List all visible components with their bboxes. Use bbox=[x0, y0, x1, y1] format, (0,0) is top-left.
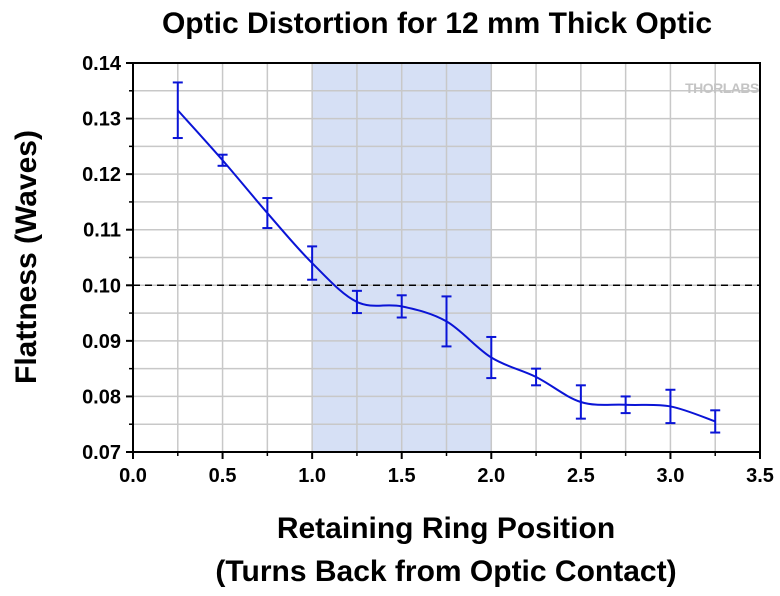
y-tick-label: 0.11 bbox=[83, 220, 121, 242]
y-tick-label: 0.12 bbox=[82, 164, 121, 186]
thorlabs-watermark: THORLABS bbox=[685, 80, 759, 96]
y-tick-label: 0.08 bbox=[82, 386, 121, 408]
x-axis-label-line-2: (Turns Back from Optic Contact) bbox=[215, 555, 676, 588]
chart-title: Optic Distortion for 12 mm Thick Optic bbox=[162, 7, 712, 40]
y-tick-label: 0.14 bbox=[82, 53, 122, 75]
x-tick-label: 2.5 bbox=[567, 465, 595, 487]
tick-layer: 0.0 0.5 1.0 1.5 2.0 2.5 3.0 3.5 0.07 0.08 0.09 0.10… bbox=[82, 53, 774, 487]
y-tick-label: 0.07 bbox=[82, 442, 121, 464]
x-tick-label: 1.0 bbox=[298, 465, 326, 487]
y-tick-label: 0.13 bbox=[82, 109, 121, 131]
x-tick-label: 0.5 bbox=[209, 465, 237, 487]
x-tick-label: 3.0 bbox=[657, 465, 685, 487]
y-axis-label: Flattness (Waves) bbox=[10, 130, 43, 384]
x-axis-label-line-1: Retaining Ring Position bbox=[277, 512, 615, 545]
x-tick-label: 1.5 bbox=[388, 465, 416, 487]
x-tick-label: 0.0 bbox=[119, 465, 147, 487]
y-tick-label: 0.09 bbox=[82, 331, 121, 353]
x-tick-label: 2.0 bbox=[477, 465, 505, 487]
series-layer bbox=[172, 81, 721, 434]
y-tick-label: 0.10 bbox=[82, 275, 121, 297]
x-tick-label: 3.5 bbox=[746, 465, 774, 487]
